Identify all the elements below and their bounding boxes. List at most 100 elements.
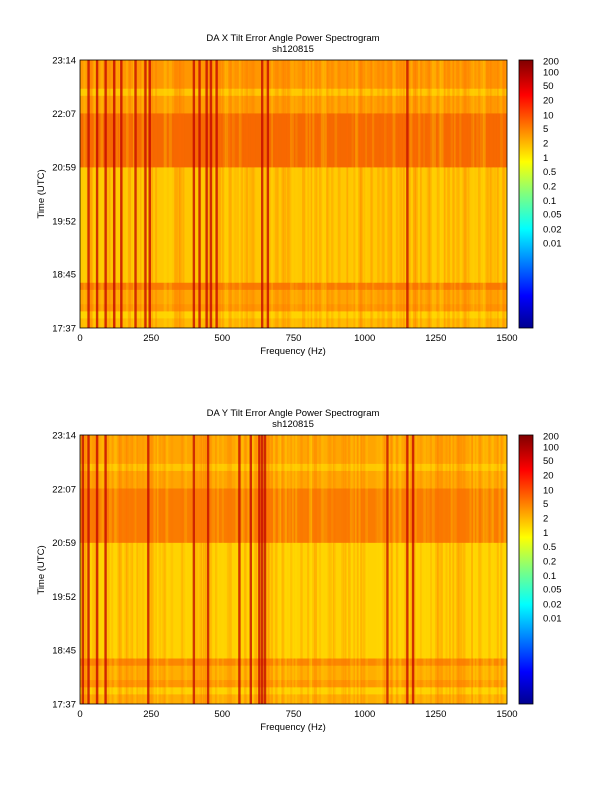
y-tick-label: 18:45 [52, 270, 76, 281]
frequency-column [331, 435, 334, 704]
frequency-column [177, 60, 181, 328]
spectral-line [263, 435, 267, 704]
chart-subtitle: sh120815 [272, 44, 314, 55]
colorbar-gradient [519, 435, 533, 704]
frequency-column [496, 60, 499, 328]
frequency-column [445, 435, 448, 704]
frequency-column [288, 435, 291, 704]
frequency-column [315, 60, 318, 328]
frequency-column [295, 60, 298, 328]
frequency-column [141, 435, 145, 704]
frequency-column [365, 435, 369, 704]
frequency-column [399, 60, 403, 328]
frequency-column [138, 435, 141, 704]
spectral-line [260, 435, 264, 704]
spectral-line [206, 435, 210, 704]
x-tick-label: 250 [143, 333, 159, 344]
frequency-column [273, 435, 276, 704]
frequency-column [390, 60, 393, 328]
frequency-column [324, 435, 328, 704]
frequency-column [83, 435, 86, 704]
frequency-column [459, 435, 463, 704]
colorbar-tick-label: 100 [543, 443, 559, 454]
frequency-column [146, 60, 149, 328]
frequency-column [404, 435, 407, 704]
frequency-column [278, 435, 281, 704]
frequency-column [479, 435, 483, 704]
frequency-column [168, 60, 172, 328]
frequency-column [407, 60, 411, 328]
frequency-column [93, 435, 97, 704]
frequency-column [163, 435, 167, 704]
frequency-column [488, 435, 491, 704]
frequency-column [150, 435, 153, 704]
frequency-column [447, 60, 450, 328]
frequency-column [319, 435, 322, 704]
frequency-column [211, 60, 215, 328]
frequency-column [377, 60, 380, 328]
frequency-column [269, 435, 272, 704]
heatmap-time-bands [80, 60, 507, 328]
frequency-column [254, 435, 257, 704]
y-axis-ticks: 23:14 22:07 20:59 19:52 18:45 17:37 [52, 431, 76, 711]
frequency-column [134, 435, 137, 704]
frequency-column [380, 435, 384, 704]
x-tick-label: 250 [143, 709, 159, 720]
time-band [80, 658, 507, 666]
frequency-column [414, 435, 417, 704]
frequency-column [131, 435, 134, 704]
x-axis-ticks: 0 250 500 750 1000 1250 1500 [77, 709, 517, 720]
frequency-column [489, 435, 493, 704]
frequency-column [281, 60, 284, 328]
frequency-column [331, 60, 334, 328]
frequency-column [264, 60, 268, 328]
frequency-column [196, 435, 199, 704]
frequency-column [216, 435, 219, 704]
spectral-line [258, 435, 261, 704]
spectral-line [411, 435, 415, 704]
frequency-column [471, 60, 474, 328]
frequency-column [462, 435, 466, 704]
frequency-column [433, 60, 436, 328]
spectral-line [260, 60, 264, 328]
frequency-column [308, 435, 312, 704]
spectral-line [147, 435, 150, 704]
frequency-column [343, 435, 346, 704]
frequency-column [356, 435, 359, 704]
frequency-column [454, 60, 456, 328]
frequency-column [481, 60, 485, 328]
frequency-column [329, 435, 332, 704]
frequency-column [165, 435, 169, 704]
frequency-column [281, 435, 285, 704]
frequency-column [312, 60, 315, 328]
frequency-column [448, 435, 452, 704]
frequency-column [214, 435, 218, 704]
colorbar-tick-label: 5 [543, 499, 548, 510]
frequency-column [173, 60, 177, 328]
y-axis-ticks: 23:14 22:07 20:59 19:52 18:45 17:37 [52, 56, 76, 335]
frequency-column [491, 435, 494, 704]
frequency-column [266, 435, 269, 704]
frequency-column [382, 60, 386, 328]
y-tick-label: 20:59 [52, 163, 76, 174]
colorbar: 200 100 50 20 10 5 2 1 0.5 0.2 0.1 0.05 … [518, 57, 562, 329]
frequency-column [395, 435, 399, 704]
time-band [80, 304, 507, 312]
heatmap-time-bands [80, 435, 507, 704]
frequency-column [423, 435, 426, 704]
frequency-column [91, 435, 94, 704]
frequency-column [141, 60, 144, 328]
frequency-column [267, 435, 270, 704]
frequency-column [126, 60, 129, 328]
plot-frame [79, 59, 508, 329]
colorbar-tick-label: 1 [543, 528, 548, 539]
frequency-column [213, 60, 216, 328]
frequency-column [226, 435, 229, 704]
frequency-column [129, 435, 132, 704]
frequency-column [85, 435, 87, 704]
frequency-column [452, 60, 456, 328]
frequency-column [341, 435, 344, 704]
frequency-column [302, 60, 305, 328]
frequency-column [450, 60, 454, 328]
